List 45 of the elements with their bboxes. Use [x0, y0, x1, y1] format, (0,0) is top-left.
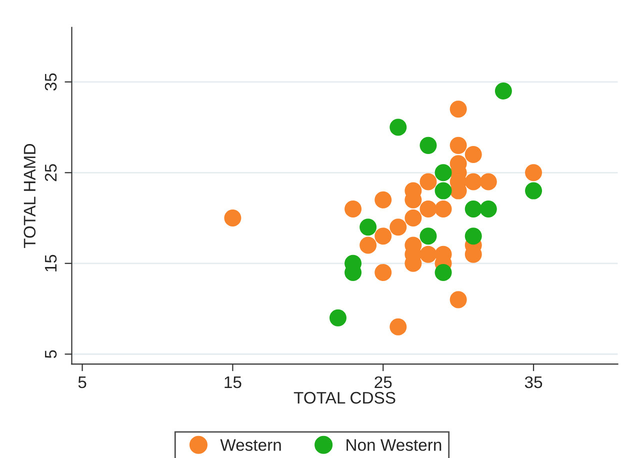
y-tick-label: 5: [45, 350, 57, 358]
point: [464, 200, 482, 218]
point: [434, 182, 452, 200]
point: [420, 246, 437, 263]
point: [464, 228, 482, 245]
point: [374, 264, 392, 281]
point: [480, 173, 497, 190]
point: [390, 318, 407, 336]
x-tick-label: 15: [224, 376, 242, 388]
y-axis-title: TOTAL HAMD: [24, 144, 36, 248]
point: [450, 100, 467, 118]
point: [390, 118, 407, 136]
y-tick-label: 35: [44, 73, 57, 91]
point: [404, 210, 422, 227]
point: [420, 136, 437, 154]
x-tick-label: 35: [524, 376, 542, 388]
legend-label: Non Western: [346, 439, 442, 451]
x-tick-label: 25: [374, 376, 392, 388]
point: [329, 309, 346, 326]
point: [420, 200, 437, 218]
point: [344, 200, 362, 218]
point: [360, 236, 377, 254]
point: [434, 264, 452, 281]
point: [420, 173, 437, 190]
point: [224, 210, 242, 227]
point: [360, 218, 377, 236]
point: [480, 200, 497, 218]
point: [464, 146, 482, 164]
point: [450, 136, 467, 154]
point: [420, 228, 437, 245]
x-axis-title: TOTAL CDSS: [294, 392, 396, 404]
y-tick-label: 25: [44, 164, 57, 182]
point: [434, 200, 452, 218]
point: [374, 191, 392, 208]
point: [390, 218, 407, 236]
point: [434, 164, 452, 182]
point: [464, 173, 482, 190]
x-tick-label: 5: [78, 376, 86, 388]
legend-label: Western: [220, 439, 281, 451]
point: [374, 228, 392, 245]
y-tick-label: 15: [45, 254, 57, 272]
point: [450, 291, 467, 308]
point: [494, 82, 512, 100]
point: [525, 182, 542, 200]
point: [525, 164, 542, 182]
